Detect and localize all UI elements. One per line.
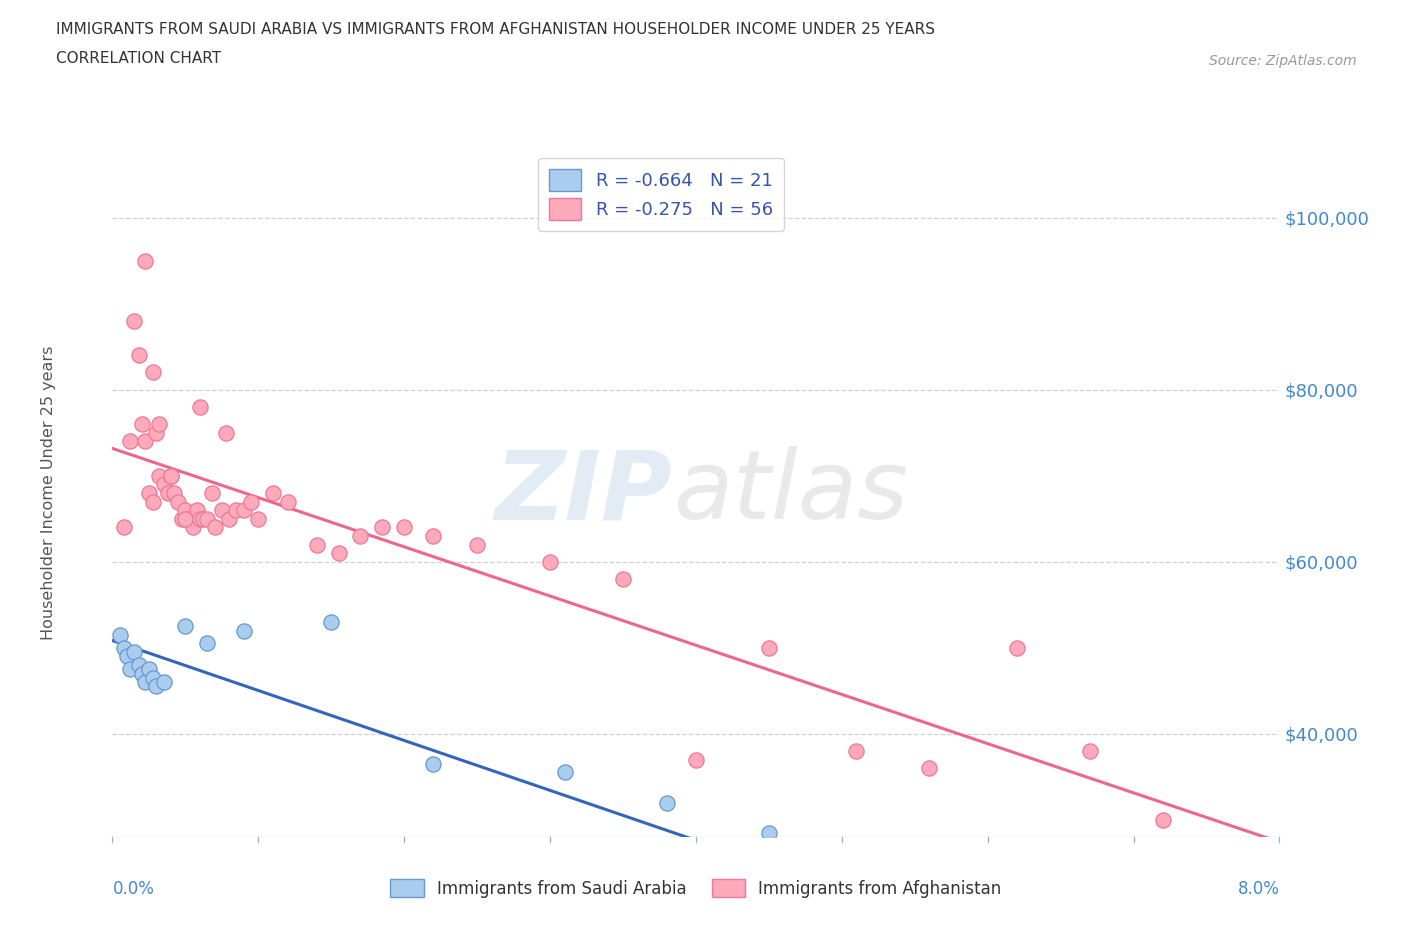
Point <box>188 512 211 526</box>
Point <box>685 752 707 767</box>
Point <box>174 503 197 518</box>
Point <box>211 503 233 518</box>
Point <box>845 744 868 759</box>
Point <box>204 520 226 535</box>
Point <box>612 572 634 587</box>
Point <box>163 485 186 500</box>
Legend: Immigrants from Saudi Arabia, Immigrants from Afghanistan: Immigrants from Saudi Arabia, Immigrants… <box>384 872 1008 904</box>
Point <box>128 348 150 363</box>
Point <box>142 365 165 380</box>
Point <box>191 512 214 526</box>
Point <box>186 503 208 518</box>
Point <box>172 512 194 526</box>
Point <box>160 469 183 484</box>
Point <box>118 662 141 677</box>
Text: 8.0%: 8.0% <box>1237 880 1279 898</box>
Text: Householder Income Under 25 years: Householder Income Under 25 years <box>41 346 56 640</box>
Point <box>554 765 576 780</box>
Point <box>128 658 150 672</box>
Point <box>145 679 167 694</box>
Point <box>1152 813 1174 828</box>
Point <box>148 417 170 432</box>
Point <box>142 494 165 509</box>
Point <box>247 512 270 526</box>
Point <box>134 253 156 268</box>
Point <box>131 666 153 681</box>
Point <box>276 494 298 509</box>
Point <box>321 615 343 630</box>
Point <box>758 825 780 840</box>
Point <box>167 494 190 509</box>
Point <box>195 636 218 651</box>
Point <box>392 520 416 535</box>
Point <box>305 538 328 552</box>
Point <box>145 425 167 440</box>
Point <box>422 756 444 771</box>
Point <box>232 623 254 638</box>
Point <box>174 512 197 526</box>
Point <box>181 520 204 535</box>
Point <box>201 485 224 500</box>
Text: atlas: atlas <box>672 446 908 539</box>
Point <box>138 662 160 677</box>
Point <box>225 503 247 518</box>
Point <box>174 618 197 633</box>
Text: Source: ZipAtlas.com: Source: ZipAtlas.com <box>1209 54 1357 68</box>
Point <box>112 641 135 656</box>
Point <box>134 675 156 690</box>
Point <box>232 503 254 518</box>
Point <box>115 649 138 664</box>
Text: IMMIGRANTS FROM SAUDI ARABIA VS IMMIGRANTS FROM AFGHANISTAN HOUSEHOLDER INCOME U: IMMIGRANTS FROM SAUDI ARABIA VS IMMIGRAN… <box>56 22 935 37</box>
Text: CORRELATION CHART: CORRELATION CHART <box>56 51 221 66</box>
Point <box>177 512 200 526</box>
Point <box>218 512 240 526</box>
Point <box>655 795 678 810</box>
Point <box>112 520 135 535</box>
Point <box>152 477 174 492</box>
Point <box>240 494 263 509</box>
Point <box>349 528 371 543</box>
Point <box>118 434 141 449</box>
Text: 0.0%: 0.0% <box>112 880 155 898</box>
Point <box>215 425 238 440</box>
Point <box>124 644 146 659</box>
Point <box>152 675 174 690</box>
Point <box>138 485 160 500</box>
Point <box>188 400 211 415</box>
Point <box>134 434 156 449</box>
Point <box>195 512 218 526</box>
Point <box>371 520 394 535</box>
Point <box>758 641 780 656</box>
Point <box>538 554 561 569</box>
Point <box>422 528 444 543</box>
Point <box>328 546 350 561</box>
Point <box>148 469 170 484</box>
Point <box>1078 744 1101 759</box>
Point <box>918 761 941 776</box>
Point <box>262 485 284 500</box>
Point <box>142 671 165 685</box>
Point <box>465 538 488 552</box>
Point <box>1005 641 1028 656</box>
Point <box>160 469 183 484</box>
Point <box>131 417 153 432</box>
Point <box>124 313 146 328</box>
Point <box>108 628 131 643</box>
Point <box>156 485 179 500</box>
Text: ZIP: ZIP <box>495 446 672 539</box>
